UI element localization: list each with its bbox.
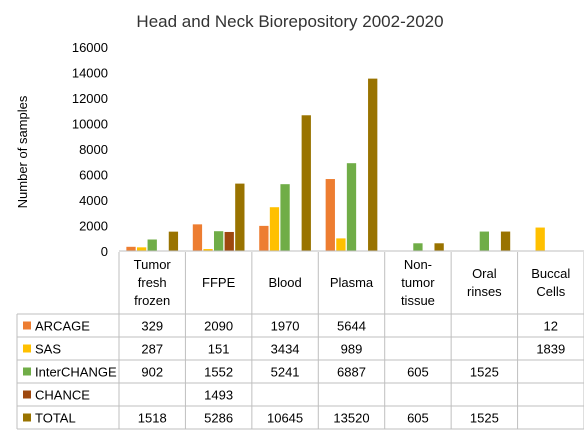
legend-key-total — [23, 413, 31, 422]
bar-arcage-tumor-fresh-frozen — [126, 246, 136, 251]
bar-total-non-tumor-tissue — [434, 243, 444, 251]
legend-label-sas: SAS — [35, 342, 61, 357]
data-label-sas: 1839 — [536, 342, 565, 357]
data-label-total: 1518 — [138, 411, 167, 426]
data-table: Tumor fresh frozen FFPE Blood Plasma Non-tumor… — [16, 250, 584, 430]
category-label-plasma: Plasma — [330, 275, 374, 290]
data-label-total: 13520 — [333, 411, 369, 426]
bar-chance-ffpe — [224, 231, 234, 251]
data-label-interchange: 6887 — [337, 365, 366, 380]
category-label-buccal-cells: Buccal Cells — [531, 266, 570, 299]
legend-label-arcage: ARCAGE — [35, 319, 90, 334]
legend-label-interchange: InterCHANGE — [35, 365, 117, 380]
legend-key-interchange — [23, 367, 31, 376]
bar-arcage-blood — [259, 225, 269, 251]
bar-total-blood — [301, 115, 311, 252]
bar-interchange-ffpe — [213, 231, 224, 251]
bar-total-oral-rinses — [500, 231, 511, 251]
bar-interchange-blood — [280, 184, 290, 251]
data-label-sas: 287 — [141, 342, 163, 357]
legend-label-total: TOTAL — [35, 411, 76, 426]
data-label-arcage: 12 — [544, 319, 558, 334]
legend-key-arcage — [23, 321, 31, 330]
y-axis-ticks: 0 2000 4000 6000 8000 10000 12000 14000 16000 — [72, 40, 108, 259]
bar-sas-tumor-fresh-frozen — [136, 247, 147, 251]
bar-sas-blood — [269, 207, 280, 251]
y-tick-label: 2000 — [79, 219, 108, 234]
data-label-total: 1525 — [470, 411, 499, 426]
chart-title: Head and Neck Biorepository 2002-2020 — [136, 12, 443, 31]
bar-total-ffpe — [235, 183, 245, 251]
data-label-interchange: 605 — [407, 365, 429, 380]
y-tick-label: 12000 — [72, 91, 108, 106]
category-label-tumor-fresh-frozen: Tumor fresh frozen — [134, 257, 172, 308]
data-label-sas: 989 — [341, 342, 363, 357]
y-axis-label: Number of samples — [15, 95, 30, 208]
bar-arcage-plasma — [325, 179, 335, 251]
category-label-non-tumor-tissue: Non-tumor tissue — [401, 257, 435, 308]
bar-interchange-tumor-fresh-frozen — [147, 239, 157, 251]
data-label-total: 10645 — [267, 411, 303, 426]
y-tick-label: 8000 — [79, 142, 108, 157]
data-label-arcage: 329 — [141, 319, 163, 334]
data-label-sas: 3434 — [271, 342, 300, 357]
legend-key-sas — [23, 344, 31, 353]
data-label-total: 605 — [407, 411, 429, 426]
data-label-interchange: 1552 — [204, 365, 233, 380]
bar-total-tumor-fresh-frozen — [168, 231, 179, 251]
legend-label-chance: CHANCE — [35, 388, 90, 403]
y-tick-label: 0 — [101, 244, 108, 259]
bar-arcage-ffpe — [192, 224, 203, 251]
data-label-interchange: 902 — [141, 365, 163, 380]
y-tick-label: 16000 — [72, 40, 108, 55]
bar-total-plasma — [368, 78, 378, 252]
y-tick-label: 4000 — [79, 193, 108, 208]
bars — [126, 78, 545, 252]
category-label-ffpe: FFPE — [202, 275, 236, 290]
y-tick-label: 14000 — [72, 66, 108, 81]
category-label-oral-rinses: Oral rinses — [467, 266, 502, 299]
bar-sas-buccal-cells — [535, 227, 545, 251]
data-label-arcage: 1970 — [271, 319, 300, 334]
data-label-sas: 151 — [208, 342, 230, 357]
bar-interchange-plasma — [346, 163, 357, 251]
data-label-interchange: 1525 — [470, 365, 499, 380]
bar-sas-ffpe — [203, 249, 213, 251]
bar-interchange-oral-rinses — [479, 231, 490, 251]
data-label-arcage: 5644 — [337, 319, 366, 334]
legend-key-chance — [23, 390, 31, 399]
bar-sas-plasma — [336, 238, 346, 251]
bar-interchange-non-tumor-tissue — [413, 243, 423, 251]
category-label-blood: Blood — [268, 275, 301, 290]
y-tick-label: 10000 — [72, 117, 108, 132]
data-label-total: 5286 — [204, 411, 233, 426]
data-label-chance: 1493 — [204, 388, 233, 403]
data-label-interchange: 5241 — [271, 365, 300, 380]
y-tick-label: 6000 — [79, 168, 108, 183]
data-label-arcage: 2090 — [204, 319, 233, 334]
